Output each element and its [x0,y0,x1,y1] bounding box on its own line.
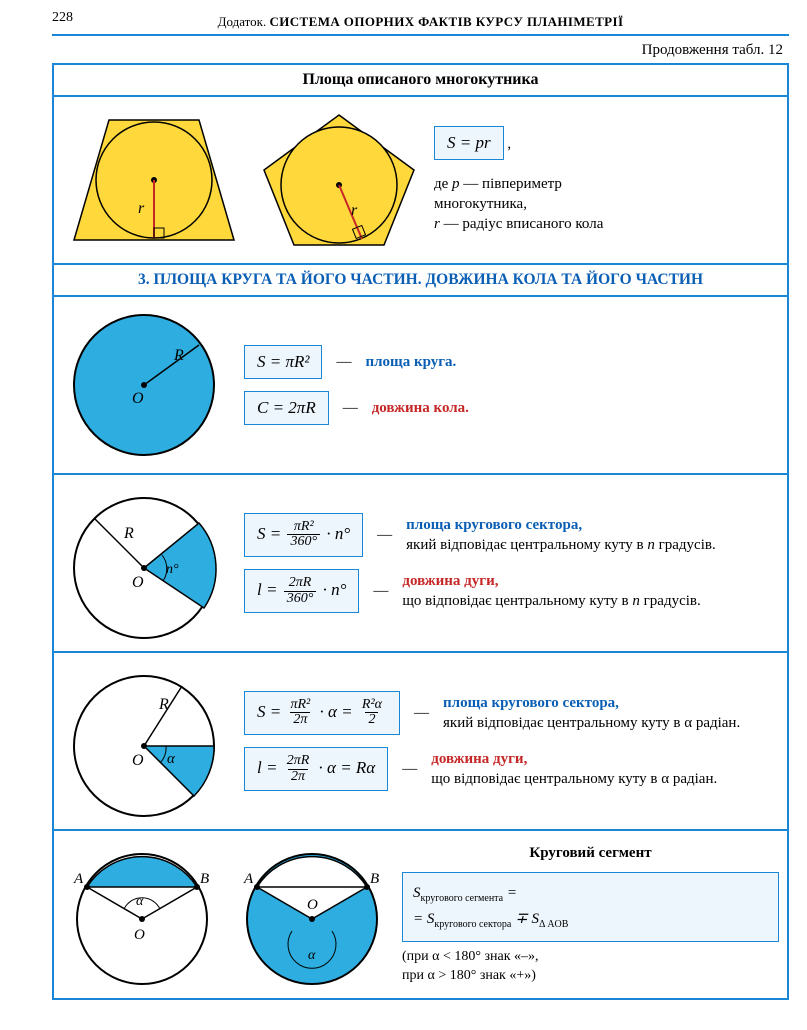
section1-title: Площа описаного многокутника [54,65,787,95]
svg-text:A: A [73,871,84,887]
svg-text:O: O [132,752,144,769]
svg-text:α: α [167,751,176,767]
formula-arc-length-rad: l = 2πR2π · α = Rα [244,747,388,791]
svg-text:R: R [158,696,169,713]
svg-text:B: B [370,871,379,887]
trapezoid-incircle-diagram: r [64,105,244,255]
circle-formulas: S = πR² — площа круга. C = 2πR — довжина… [244,345,469,425]
formula-circumference: C = 2πR [244,391,329,425]
formula-sector-area-rad: S = πR²2π · α = R²α2 [244,691,400,735]
section1-text: S = pr , де p — півпериметр многокутника… [434,126,777,235]
sector-rad-diagram: R α O [64,661,234,821]
svg-text:O: O [134,927,145,943]
page-header: Додаток. СИСТЕМА ОПОРНИХ ФАКТІВ КУРСУ ПЛ… [52,14,789,36]
svg-text:B: B [200,871,209,887]
svg-text:O: O [132,574,144,591]
sector-radians-row: R α O S = πR²2π · α = R²α2 — площа круго… [54,651,787,829]
svg-text:α: α [136,894,144,909]
header-title: СИСТЕМА ОПОРНИХ ФАКТІВ КУРСУ ПЛАНІМЕТРІЇ [269,14,623,29]
main-table: Площа описаного многокутника r r [52,63,789,1000]
svg-text:O: O [307,897,318,913]
svg-text:r: r [351,202,358,219]
formula-segment: Sкругового сегмента = = Sкругового секто… [402,872,779,942]
svg-text:r: r [138,200,145,217]
formula-sector-area-deg: S = πR²360° · n° [244,513,363,557]
svg-text:O: O [132,390,144,407]
circle-area-row: O R S = πR² — площа круга. C = 2πR — дов… [54,295,787,473]
formula-arc-length-deg: l = 2πR360° · n° [244,569,359,613]
formula-S-pr: S = pr [434,126,504,160]
sector-deg-diagram: R n° O [64,483,234,643]
formula-area-circle: S = πR² [244,345,322,379]
page-number: 228 [52,10,73,26]
sector-rad-formulas: S = πR²2π · α = R²α2 — площа кругового с… [244,691,740,792]
segment-row: A B α O A B O α Круговий сегмент [54,829,787,998]
svg-text:R: R [173,347,184,364]
section1-body: r r S = pr , де p — півпериметр многокут… [54,95,787,263]
segment-top-diagram: A B α O [62,837,222,992]
segment-bottom-diagram: A B O α [232,837,392,992]
sector-degrees-row: R n° O S = πR²360° · n° — площа круговог… [54,473,787,651]
sector-deg-formulas: S = πR²360° · n° — площа кругового секто… [244,513,716,614]
full-circle-diagram: O R [64,305,234,465]
section2-title: 3. ПЛОЩА КРУГА ТА ЙОГО ЧАСТИН. ДОВЖИНА К… [54,263,787,295]
svg-text:α: α [308,948,316,963]
svg-text:R: R [123,525,134,542]
svg-text:n°: n° [166,562,179,577]
header-prefix: Додаток. [218,14,267,29]
segment-text: Круговий сегмент Sкругового сегмента = =… [402,843,779,985]
continuation-label: Продовження табл. 12 [52,42,783,59]
svg-text:A: A [243,871,254,887]
pentagon-incircle-diagram: r [254,105,424,255]
